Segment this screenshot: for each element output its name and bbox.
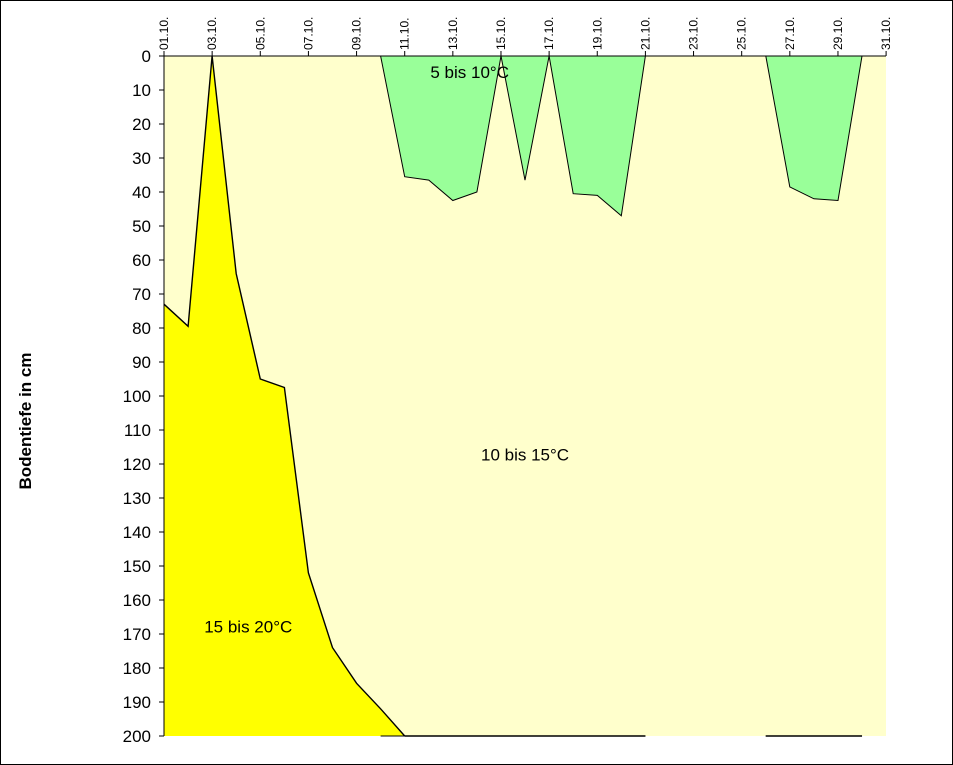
y-tick-label: 10 [132,81,151,100]
x-tick-label: 03.10. [205,17,219,50]
y-tick-label: 0 [142,47,151,66]
labels: Bodentiefe in cm 15 bis 20°C 5 bis 10°C 10 … [16,63,569,636]
y-tick-label: 160 [123,591,151,610]
x-tick-label: 29.10. [831,17,845,50]
x-tick-label: 15.10. [494,17,508,50]
y-tick-label: 80 [132,319,151,338]
x-tick-label: 05.10. [253,17,267,50]
x-tick-label: 23.10. [687,17,701,50]
axes: 0 10 20 30 40 50 60 70 80 90 100 110 120 130 140 150 160… [123,17,893,746]
x-tick-label: 19.10. [590,17,604,50]
y-tick-label: 120 [123,455,151,474]
y-tick-label: 150 [123,557,151,576]
y-tick-label: 30 [132,149,151,168]
y-tick-label: 170 [123,625,151,644]
x-tick-label: 01.10. [157,17,171,50]
x-tick-label: 09.10. [350,17,364,50]
x-tick-label: 17.10. [542,17,556,50]
y-tick-label: 140 [123,523,151,542]
y-tick-label: 70 [132,285,151,304]
x-tick-label: 13.10. [446,17,460,50]
y-tick-label: 200 [123,727,151,746]
y-tick-label: 40 [132,183,151,202]
x-tick-label: 21.10. [638,17,652,50]
y-tick-label: 130 [123,489,151,508]
x-tick-label: 25.10. [735,17,749,50]
y-tick-label: 60 [132,251,151,270]
zone-label-warm: 15 bis 20°C [204,617,292,636]
warm-zone-boundary [163,55,406,737]
y-tick-label: 100 [123,387,151,406]
x-tick-label: 11.10. [398,18,412,50]
zone-label-cool: 5 bis 10°C [430,63,509,82]
x-tick-label: 07.10. [301,17,315,50]
y-tick-label: 20 [132,115,151,134]
plot-area [163,55,886,737]
x-tick-label: 27.10. [783,17,797,50]
y-tick-label: 180 [123,659,151,678]
y-tick-label: 190 [123,693,151,712]
y-tick-label: 110 [124,421,151,440]
y-axis-label: Bodentiefe in cm [16,353,35,490]
y-tick-label: 50 [132,217,151,236]
x-tick-label: 31.10. [879,17,893,50]
zone-label-background: 10 bis 15°C [481,446,569,465]
y-tick-label: 90 [132,353,151,372]
warm-zone-area [164,56,405,736]
